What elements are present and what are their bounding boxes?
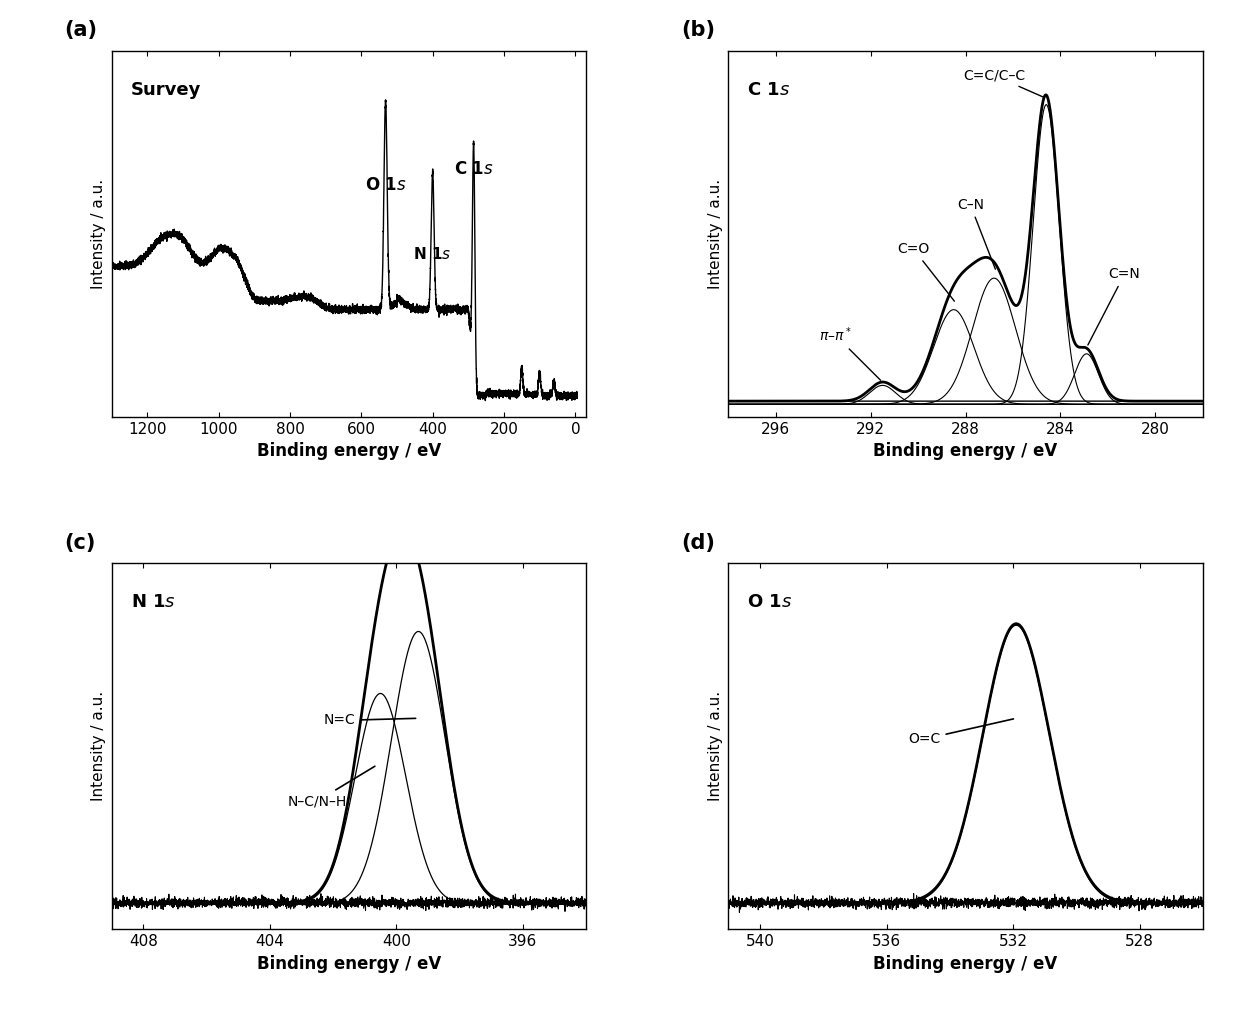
Text: Survey: Survey	[130, 81, 201, 99]
Text: N 1$s$: N 1$s$	[413, 246, 451, 262]
Text: $\pi$–$\pi^*$: $\pi$–$\pi^*$	[818, 326, 880, 380]
Y-axis label: Intensity / a.u.: Intensity / a.u.	[708, 179, 723, 289]
Text: N 1$s$: N 1$s$	[130, 593, 175, 612]
Text: (c): (c)	[64, 533, 95, 552]
Text: O 1$s$: O 1$s$	[748, 593, 792, 612]
Y-axis label: Intensity / a.u.: Intensity / a.u.	[91, 691, 107, 801]
Y-axis label: Intensity / a.u.: Intensity / a.u.	[708, 691, 723, 801]
Text: O=C: O=C	[909, 719, 1013, 746]
Text: C=N: C=N	[1087, 268, 1141, 345]
Text: (a): (a)	[64, 20, 97, 41]
X-axis label: Binding energy / eV: Binding energy / eV	[257, 442, 441, 460]
Text: C=C/C–C: C=C/C–C	[963, 68, 1044, 97]
Text: C 1$s$: C 1$s$	[748, 81, 790, 99]
Text: N=C: N=C	[324, 714, 415, 728]
Text: (b): (b)	[681, 20, 715, 41]
Text: C–N: C–N	[957, 198, 996, 270]
X-axis label: Binding energy / eV: Binding energy / eV	[873, 442, 1058, 460]
Y-axis label: Intensity / a.u.: Intensity / a.u.	[91, 179, 107, 289]
Text: (d): (d)	[681, 533, 714, 552]
Text: N–C/N–H: N–C/N–H	[288, 766, 374, 808]
X-axis label: Binding energy / eV: Binding energy / eV	[873, 955, 1058, 973]
Text: C=O: C=O	[898, 242, 955, 301]
X-axis label: Binding energy / eV: Binding energy / eV	[257, 955, 441, 973]
Text: C 1$s$: C 1$s$	[454, 159, 494, 178]
Text: O 1$s$: O 1$s$	[365, 176, 407, 194]
